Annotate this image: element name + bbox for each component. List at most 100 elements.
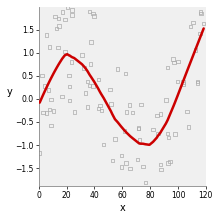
Point — [52, 109, 55, 113]
Point — [173, 132, 177, 136]
Point — [138, 138, 141, 142]
Point — [199, 10, 203, 14]
Point — [124, 161, 128, 165]
Point — [136, 158, 139, 161]
Point — [61, 10, 64, 14]
Point — [86, 105, 89, 109]
X-axis label: x: x — [119, 203, 125, 213]
Point — [50, 98, 53, 101]
Point — [120, 165, 123, 169]
Point — [53, 15, 57, 18]
Point — [187, 125, 190, 129]
Point — [155, 114, 159, 117]
Point — [139, 192, 142, 195]
Point — [45, 111, 48, 115]
Point — [68, 84, 72, 88]
Point — [67, 74, 71, 77]
Point — [137, 126, 141, 130]
Point — [102, 143, 105, 147]
Point — [48, 108, 51, 112]
Point — [159, 163, 162, 166]
Point — [56, 46, 60, 50]
Point — [128, 103, 131, 107]
Point — [148, 196, 151, 200]
Point — [80, 53, 84, 57]
Point — [97, 107, 100, 110]
Point — [151, 128, 155, 131]
Point — [196, 80, 199, 83]
Point — [88, 84, 91, 88]
Point — [199, 11, 203, 15]
Point — [194, 48, 198, 52]
Point — [55, 27, 59, 30]
Y-axis label: y: y — [7, 87, 13, 97]
Point — [89, 62, 92, 66]
Point — [166, 161, 170, 165]
Point — [176, 80, 179, 83]
Point — [156, 132, 160, 136]
Point — [47, 88, 50, 92]
Point — [166, 132, 169, 135]
Point — [66, 6, 69, 9]
Point — [182, 82, 185, 86]
Point — [44, 33, 48, 37]
Point — [176, 60, 180, 63]
Point — [164, 98, 168, 102]
Point — [49, 123, 53, 127]
Point — [159, 112, 162, 116]
Point — [60, 95, 64, 98]
Point — [86, 79, 89, 83]
Point — [113, 137, 117, 141]
Point — [168, 160, 172, 163]
Point — [48, 45, 51, 49]
Point — [191, 21, 194, 24]
Point — [41, 111, 45, 114]
Point — [198, 31, 202, 35]
Point — [108, 88, 112, 91]
Point — [57, 24, 61, 28]
Point — [124, 72, 127, 75]
Point — [63, 50, 67, 53]
Point — [72, 110, 76, 114]
Point — [131, 111, 134, 114]
Point — [70, 8, 74, 12]
Point — [167, 136, 170, 139]
Point — [57, 17, 61, 20]
Point — [91, 11, 95, 15]
Point — [125, 110, 128, 114]
Point — [181, 80, 185, 84]
Point — [100, 109, 103, 112]
Point — [97, 78, 100, 82]
Point — [110, 159, 114, 163]
Point — [171, 57, 174, 61]
Point — [137, 126, 140, 130]
Point — [40, 74, 44, 77]
Point — [88, 10, 91, 13]
Point — [141, 165, 145, 168]
Point — [70, 60, 73, 64]
Point — [159, 168, 163, 172]
Point — [128, 167, 132, 170]
Point — [82, 66, 86, 70]
Point — [196, 81, 199, 85]
Point — [43, 84, 46, 88]
Point — [123, 129, 126, 133]
Point — [38, 151, 41, 155]
Point — [119, 154, 123, 157]
Point — [89, 40, 93, 44]
Point — [98, 104, 102, 108]
Point — [202, 22, 205, 25]
Point — [116, 67, 119, 71]
Point — [70, 13, 74, 17]
Point — [172, 61, 176, 64]
Point — [63, 18, 67, 22]
Point — [91, 84, 95, 88]
Point — [189, 25, 192, 28]
Point — [68, 99, 71, 102]
Point — [143, 181, 147, 184]
Point — [84, 91, 87, 95]
Point — [155, 192, 159, 196]
Point — [109, 102, 113, 106]
Point — [166, 66, 169, 69]
Point — [139, 103, 143, 106]
